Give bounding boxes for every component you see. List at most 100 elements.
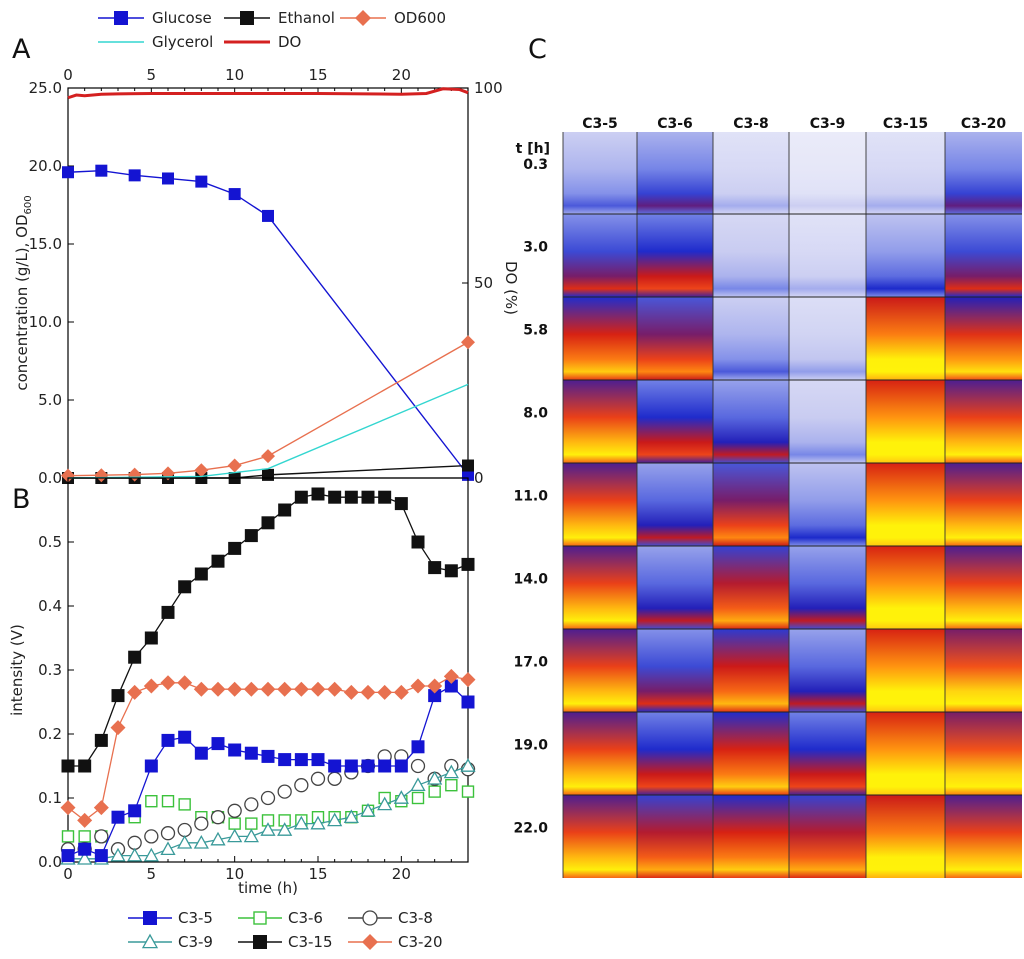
data-point-c3-5 <box>161 733 175 747</box>
data-point-c3-15 <box>278 503 292 517</box>
data-point-c3-6 <box>245 817 258 830</box>
legend-marker-glucose <box>114 11 128 25</box>
data-point-c3-20 <box>360 684 376 700</box>
heatmap-cell-c3-5-t5.8 <box>563 297 637 380</box>
heatmap-cell-c3-5-t22.0 <box>563 795 637 878</box>
data-point-c3-5 <box>194 746 208 760</box>
heatmap-cell-c3-9-t22.0 <box>789 795 866 878</box>
data-point-c3-9 <box>343 809 359 824</box>
heatmap-cell-c3-5-t19.0 <box>563 712 637 795</box>
y-tick-label-a: 5.0 <box>38 391 62 409</box>
y-axis-label-a: concentration (g/L), OD600 <box>13 195 34 390</box>
y-tick-label-b: 0.1 <box>38 789 62 807</box>
data-point-c3-6 <box>411 791 425 805</box>
data-point-c3-8 <box>194 816 209 831</box>
data-point-c3-5 <box>178 730 192 744</box>
heatmap-cell-c3-5-t11.0 <box>563 463 637 546</box>
data-point-c3-15 <box>194 567 208 581</box>
data-point-c3-9 <box>110 847 126 862</box>
heatmap-cell-c3-5-t14.0 <box>563 546 637 629</box>
data-point-c3-5 <box>328 759 342 773</box>
y-axis-label-a-main: concentration (g/L), OD <box>13 214 31 390</box>
heatmap-cell-c3-8-t8.0 <box>713 380 789 463</box>
y-tick-label-a: 0.0 <box>38 469 62 487</box>
heatmap-cell-c3-6-t3.0 <box>637 214 713 297</box>
heatmap-cell-c3-9-t5.8 <box>789 297 866 380</box>
data-point-c3-9 <box>360 802 376 817</box>
data-point-c3-9 <box>177 834 193 849</box>
heatmap-cell-c3-8-t17.0 <box>713 629 789 712</box>
data-point-c3-9 <box>160 841 176 856</box>
heatmap-cell-c3-6-t14.0 <box>637 546 713 629</box>
data-point-c3-15 <box>211 554 225 568</box>
heatmap-cell-c3-20-t19.0 <box>945 712 1022 795</box>
heatmap-row-label: 17.0 <box>513 655 548 671</box>
y-right-tick-label-a: 100 <box>474 79 503 97</box>
data-point-c3-8 <box>277 784 292 799</box>
data-point-c3-5 <box>428 689 442 703</box>
y-tick-label-b: 0.2 <box>38 725 62 743</box>
data-point-glucose <box>195 175 208 188</box>
data-point-c3-9 <box>127 847 143 862</box>
data-point-c3-6 <box>161 795 175 808</box>
panel-b: B 0 5 10 15 20 0.0 0.1 0.2 0.3 0.4 0.5 time (h) inten… <box>8 477 476 951</box>
heatmap-cell-c3-6-t11.0 <box>637 463 713 546</box>
data-point-c3-5 <box>461 695 475 709</box>
data-point-c3-5 <box>261 749 275 763</box>
data-point-c3-5 <box>444 679 458 693</box>
heatmap-cell-c3-15-t0.3 <box>866 132 945 214</box>
heatmap-cell-c3-8-t14.0 <box>713 546 789 629</box>
data-point-c3-15 <box>328 490 342 504</box>
data-point-c3-20 <box>310 681 326 697</box>
data-point-c3-6 <box>61 830 75 843</box>
data-point-c3-5 <box>111 810 125 824</box>
heatmap-cell-c3-15-t17.0 <box>866 629 945 712</box>
data-point-c3-20 <box>227 681 243 697</box>
data-point-c3-5 <box>244 746 258 760</box>
data-point-c3-8 <box>244 797 259 812</box>
x-tick-label-b: 0 <box>63 865 73 883</box>
data-point-c3-20 <box>110 720 126 736</box>
heatmap-cell-c3-5-t0.3 <box>563 132 637 214</box>
heatmap-row-label: 11.0 <box>513 489 548 505</box>
heatmap-cell-c3-9-t17.0 <box>789 629 866 712</box>
data-point-c3-20 <box>60 800 76 816</box>
data-point-c3-9 <box>77 850 93 865</box>
data-point-c3-9 <box>327 812 343 827</box>
heatmap-cell-c3-8-t11.0 <box>713 463 789 546</box>
heatmap-cell-c3-6-t19.0 <box>637 712 713 795</box>
heatmap-cell-c3-6-t22.0 <box>637 795 713 878</box>
legend-label-od600: OD600 <box>394 9 446 27</box>
data-point-c3-15 <box>228 541 242 555</box>
data-point-c3-5 <box>361 759 375 773</box>
data-point-c3-5 <box>378 759 392 773</box>
heatmap-cell-c3-15-t5.8 <box>866 297 945 380</box>
data-point-glucose <box>62 166 74 179</box>
data-point-c3-15 <box>61 759 75 773</box>
legend-marker-c3-9 <box>141 933 159 949</box>
data-point-c3-8 <box>310 771 326 786</box>
panel-letter-b: B <box>12 484 31 515</box>
data-point-c3-20 <box>327 681 343 697</box>
data-point-c3-20 <box>177 675 193 691</box>
heatmap-row-header: t [h] <box>516 141 550 157</box>
data-point-c3-15 <box>178 580 192 594</box>
data-point-c3-15 <box>161 605 175 619</box>
heatmap-cell-c3-6-t17.0 <box>637 629 713 712</box>
data-point-c3-20 <box>343 684 359 700</box>
data-point-od600 <box>194 463 209 478</box>
data-point-c3-9 <box>243 828 259 843</box>
data-point-c3-6 <box>445 779 458 792</box>
data-point-c3-20 <box>193 681 209 697</box>
heatmap-cell-c3-5-t8.0 <box>563 380 637 463</box>
data-point-glucose <box>228 188 241 201</box>
y-tick-label-b: 0.3 <box>38 661 62 679</box>
heatmap-cell-c3-9-t3.0 <box>789 214 866 297</box>
y-tick-label-a: 20.0 <box>29 157 62 175</box>
legend-label-ethanol: Ethanol <box>278 9 335 27</box>
data-point-c3-15 <box>94 733 108 747</box>
data-point-c3-9 <box>143 847 159 862</box>
y-right-axis-label-a: DO (%) <box>502 261 520 315</box>
legend-label-glucose: Glucose <box>152 9 212 27</box>
data-point-c3-8 <box>294 778 309 793</box>
